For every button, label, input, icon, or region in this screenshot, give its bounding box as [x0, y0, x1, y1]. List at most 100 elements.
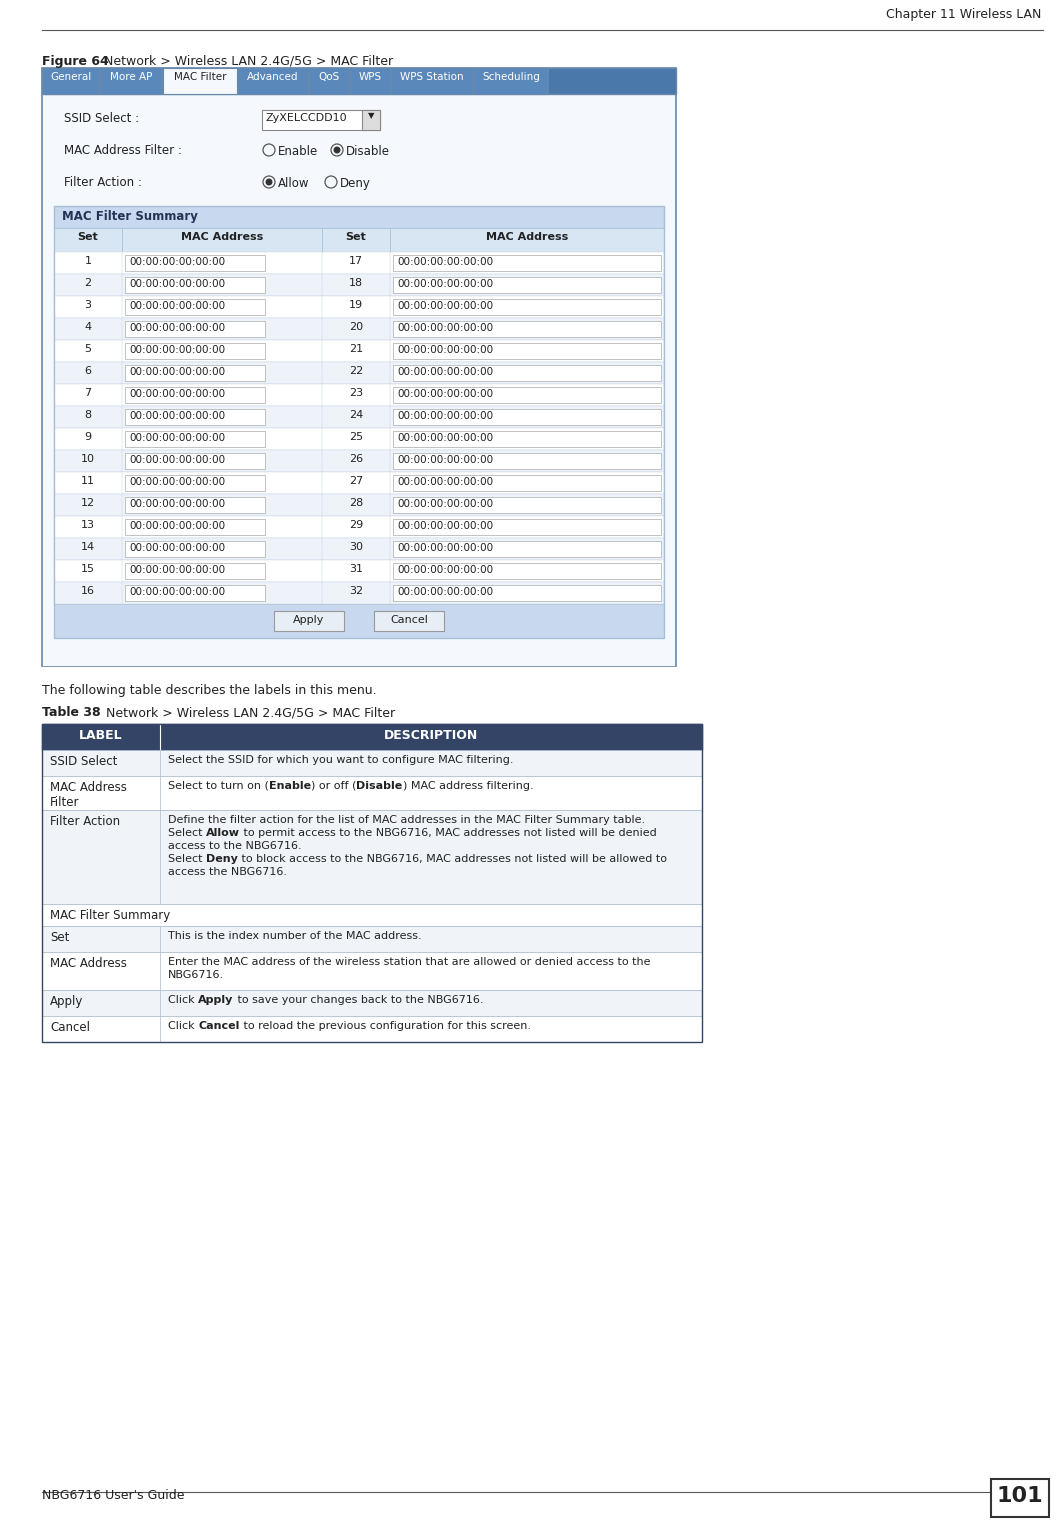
Text: 101: 101 — [997, 1486, 1043, 1506]
Bar — [54, 384, 664, 405]
Bar — [125, 541, 265, 556]
Text: NBG6716 User's Guide: NBG6716 User's Guide — [43, 1489, 185, 1503]
Text: 00:00:00:00:00:00: 00:00:00:00:00:00 — [129, 565, 225, 575]
Text: Click: Click — [168, 995, 198, 1004]
Text: 00:00:00:00:00:00: 00:00:00:00:00:00 — [129, 279, 225, 290]
Text: 3: 3 — [84, 300, 91, 309]
Bar — [54, 206, 664, 229]
Bar — [393, 343, 661, 360]
Bar — [393, 277, 661, 293]
Text: SSID Select: SSID Select — [50, 754, 117, 768]
Text: 17: 17 — [349, 256, 364, 267]
Bar — [54, 405, 664, 428]
Text: 00:00:00:00:00:00: 00:00:00:00:00:00 — [396, 367, 493, 376]
Text: 25: 25 — [349, 431, 364, 442]
Bar — [393, 431, 661, 447]
Bar — [391, 69, 473, 94]
Bar — [43, 952, 702, 991]
Bar — [125, 497, 265, 514]
Bar — [393, 255, 661, 271]
Bar — [374, 611, 444, 631]
Text: to permit access to the NBG6716, MAC addresses not listed will be denied: to permit access to the NBG6716, MAC add… — [240, 828, 657, 838]
Bar — [43, 991, 702, 1017]
Text: 4: 4 — [84, 322, 91, 332]
Text: Network > Wireless LAN 2.4G/5G > MAC Filter: Network > Wireless LAN 2.4G/5G > MAC Fil… — [94, 706, 395, 719]
Text: Deny: Deny — [340, 177, 371, 190]
Text: access to the NBG6716.: access to the NBG6716. — [168, 841, 302, 850]
Text: 00:00:00:00:00:00: 00:00:00:00:00:00 — [129, 456, 225, 465]
Bar — [125, 277, 265, 293]
Bar — [125, 475, 265, 491]
Text: More AP: More AP — [109, 72, 152, 82]
Bar — [54, 274, 664, 296]
Text: 00:00:00:00:00:00: 00:00:00:00:00:00 — [396, 565, 493, 575]
Bar — [125, 387, 265, 402]
Bar — [261, 110, 379, 130]
Bar — [393, 497, 661, 514]
Text: WPS: WPS — [358, 72, 382, 82]
Text: Advanced: Advanced — [248, 72, 299, 82]
Text: 00:00:00:00:00:00: 00:00:00:00:00:00 — [129, 587, 225, 597]
Text: 00:00:00:00:00:00: 00:00:00:00:00:00 — [129, 543, 225, 553]
Text: 30: 30 — [349, 543, 362, 552]
Bar — [125, 366, 265, 381]
Text: 00:00:00:00:00:00: 00:00:00:00:00:00 — [129, 477, 225, 488]
Bar — [125, 408, 265, 425]
Text: MAC Filter: MAC Filter — [173, 72, 226, 82]
Text: Cancel: Cancel — [390, 616, 428, 625]
Text: access the NBG6716.: access the NBG6716. — [168, 867, 287, 876]
Text: 7: 7 — [84, 389, 91, 398]
Bar — [43, 927, 702, 952]
Text: 00:00:00:00:00:00: 00:00:00:00:00:00 — [129, 302, 225, 311]
Text: Apply: Apply — [293, 616, 324, 625]
Text: Select: Select — [168, 828, 206, 838]
Bar — [163, 69, 237, 94]
Bar — [54, 206, 664, 639]
Text: Network > Wireless LAN 2.4G/5G > MAC Filter: Network > Wireless LAN 2.4G/5G > MAC Fil… — [92, 55, 393, 69]
Bar — [54, 559, 664, 582]
Bar — [43, 750, 702, 776]
Bar — [393, 562, 661, 579]
Text: 00:00:00:00:00:00: 00:00:00:00:00:00 — [129, 521, 225, 530]
Bar — [393, 408, 661, 425]
Text: Apply: Apply — [50, 995, 83, 1007]
Bar — [100, 69, 162, 94]
Text: MAC Address: MAC Address — [486, 232, 568, 242]
Bar — [43, 1017, 702, 1042]
Text: to save your changes back to the NBG6716.: to save your changes back to the NBG6716… — [234, 995, 483, 1004]
Text: Set: Set — [78, 232, 99, 242]
Text: Allow: Allow — [279, 177, 309, 190]
Text: 00:00:00:00:00:00: 00:00:00:00:00:00 — [129, 344, 225, 355]
Bar — [238, 69, 308, 94]
Bar — [393, 322, 661, 337]
Text: 00:00:00:00:00:00: 00:00:00:00:00:00 — [396, 521, 493, 530]
Bar — [54, 472, 664, 494]
Text: Scheduling: Scheduling — [482, 72, 540, 82]
Text: 26: 26 — [349, 454, 364, 463]
Text: Set: Set — [50, 931, 69, 943]
Bar — [125, 431, 265, 447]
Text: 00:00:00:00:00:00: 00:00:00:00:00:00 — [396, 302, 493, 311]
Text: 16: 16 — [81, 587, 95, 596]
Text: Disable: Disable — [356, 780, 403, 791]
Text: 1: 1 — [84, 256, 91, 267]
Bar — [43, 724, 702, 1042]
Text: Enable: Enable — [279, 145, 318, 158]
Text: Cancel: Cancel — [198, 1021, 239, 1032]
Bar — [125, 562, 265, 579]
Bar — [43, 776, 702, 809]
Text: 9: 9 — [84, 431, 91, 442]
Bar — [54, 517, 664, 538]
Text: Deny: Deny — [206, 853, 238, 864]
Text: 27: 27 — [349, 475, 364, 486]
Text: 00:00:00:00:00:00: 00:00:00:00:00:00 — [129, 323, 225, 334]
Text: MAC Filter Summary: MAC Filter Summary — [62, 210, 198, 223]
Text: 8: 8 — [84, 410, 91, 421]
Bar — [54, 251, 664, 274]
Text: 29: 29 — [349, 520, 364, 530]
Text: 18: 18 — [349, 277, 364, 288]
Text: 00:00:00:00:00:00: 00:00:00:00:00:00 — [396, 543, 493, 553]
Text: ZyXELCCDD10: ZyXELCCDD10 — [266, 113, 348, 123]
Text: SSID Select :: SSID Select : — [64, 111, 139, 125]
Text: Allow: Allow — [206, 828, 240, 838]
